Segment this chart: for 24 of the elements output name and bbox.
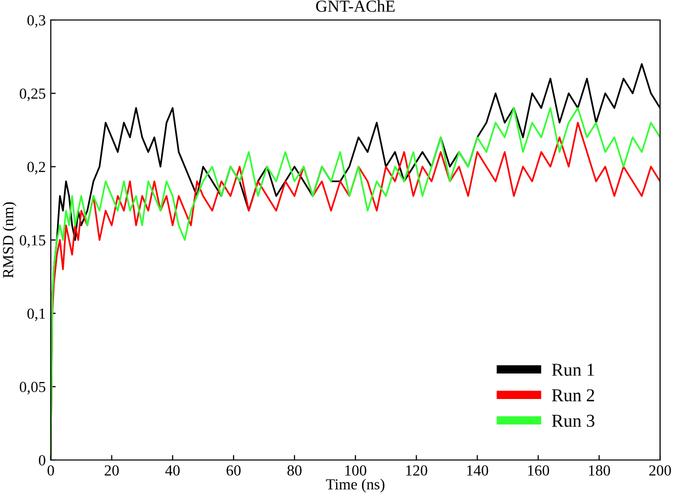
x-tick-label: 160	[528, 465, 550, 476]
legend-label: Run 2	[552, 389, 594, 402]
x-tick-label: 80	[287, 465, 302, 476]
legend-label: Run 3	[552, 414, 594, 427]
x-tick-label: 100	[345, 465, 366, 476]
x-tick-label: 40	[165, 465, 180, 476]
x-tick-label: 60	[226, 465, 241, 476]
legend-label: Run 1	[552, 364, 594, 376]
chart-title: GNT-AChE	[316, 0, 395, 12]
x-tick-label: 140	[467, 465, 488, 476]
y-tick-label: 0,05	[20, 382, 46, 394]
x-axis-title: Time (ns)	[326, 478, 384, 493]
x-tick-label: 20	[104, 465, 119, 476]
y-tick-label: 0	[38, 455, 46, 466]
y-tick-label: 0,1	[27, 308, 45, 321]
y-tick-label: 0,25	[20, 88, 46, 101]
x-tick-label: 180	[589, 465, 610, 476]
y-axis-title: RMSD (nm)	[2, 202, 16, 278]
x-tick-label: 200	[649, 465, 671, 476]
x-tick-label: 0	[48, 465, 54, 476]
x-tick-label: 120	[406, 465, 428, 476]
y-tick-label: 0,2	[27, 162, 46, 174]
y-tick-label: 0,15	[20, 235, 46, 248]
y-tick-label: 0,3	[27, 15, 46, 28]
